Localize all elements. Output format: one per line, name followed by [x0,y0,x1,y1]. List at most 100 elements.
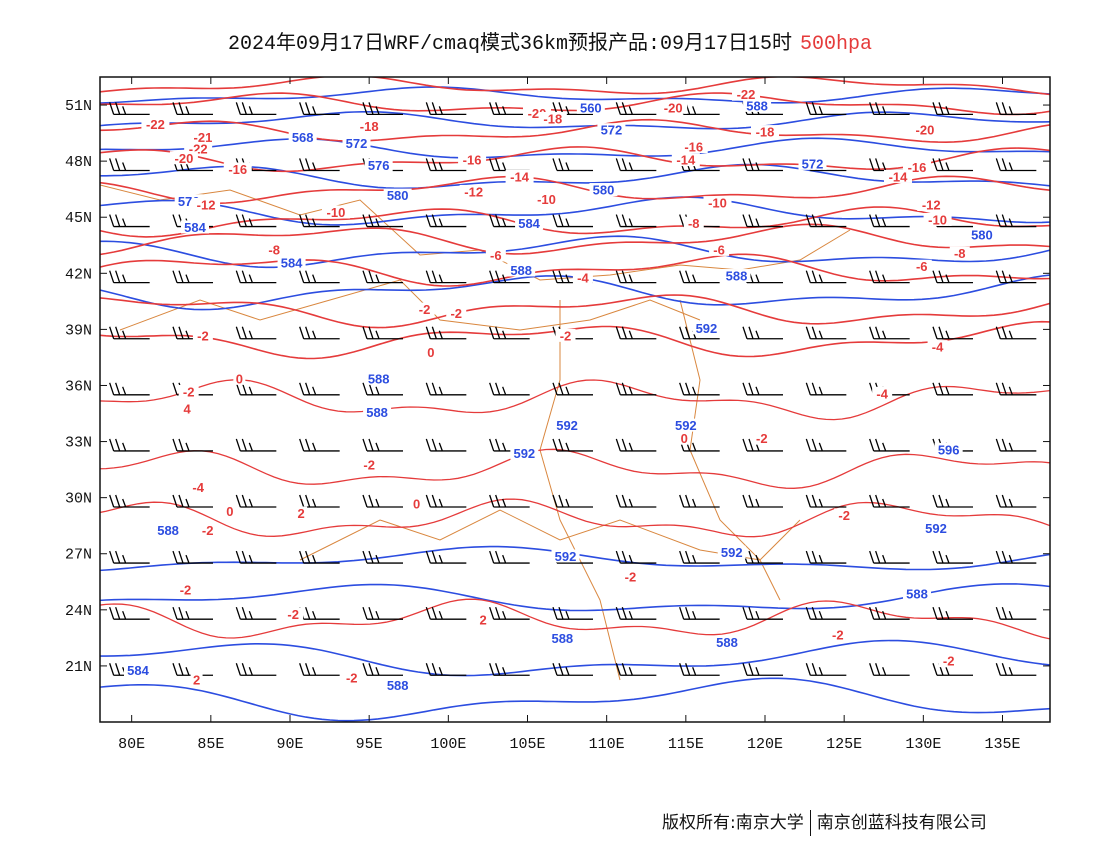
height-label: 580 [971,227,993,242]
wind-barb [742,158,783,172]
wind-barb [109,550,150,564]
wind-barb [362,102,403,116]
temperature-label: -2 [560,328,572,343]
temperature-label: -21 [194,130,213,145]
wind-barb [995,158,1037,172]
temperature-label: -2 [287,607,299,622]
temperature-label: -22 [737,87,756,102]
temperature-label: -2 [625,570,637,585]
temperature-label-bg [181,401,194,415]
lat-tick-label: 24N [65,603,92,620]
wind-barbs [109,102,1037,676]
temperature-label: -12 [464,184,483,199]
wind-barb [489,102,530,116]
temperature-label: -2 [832,628,844,643]
temperature-label-bg [505,169,534,183]
lon-tick-label: 100E [430,736,466,753]
title-main: 2024年09月17日WRF/cmaq模式36km预报产品:09月17日15时 [227,33,793,56]
wind-barb [109,438,150,452]
lon-tick-label: 115E [668,736,704,753]
wind-barb [425,326,467,340]
height-label: 588 [510,263,532,278]
wind-barb [489,326,530,340]
wind-barb [172,606,213,620]
wind-barb [362,382,403,396]
wind-barb [425,158,467,172]
height-label-bg [383,188,412,202]
temperature-label-bg [949,246,970,260]
wind-barb [299,550,340,564]
height-label-bg [722,269,751,283]
temperature-label-bg [923,212,952,226]
lat-tick-label: 42N [65,266,92,283]
height-label-bg [903,586,931,600]
temperature-label-bg [175,583,196,597]
wind-barb [425,550,467,564]
wind-barb [995,214,1037,228]
height-label: 588 [387,678,409,693]
height-label: 572 [346,136,368,151]
height-label-bg [922,521,950,535]
temperature-label: -20 [664,100,683,115]
height-contour-line [100,86,1050,104]
temperature-label: -4 [577,270,589,285]
temperature-label: 0 [427,345,434,360]
wind-barb [742,382,783,396]
height-label: 588 [746,98,768,113]
wind-barb [805,214,847,228]
temperature-label: -2 [183,384,195,399]
lat-tick-label: 48N [65,154,92,171]
wind-barb [742,326,783,340]
wind-barb [172,270,213,284]
temperature-contour-line [100,294,1050,329]
height-label: 588 [368,371,390,386]
temperature-label: -2 [202,523,214,538]
temperature-label-bg [910,123,939,137]
wind-barb [235,494,277,508]
height-label-bg [967,227,996,241]
wind-barb [869,494,910,508]
height-label-bg [713,635,741,649]
temperature-label-bg [410,497,423,511]
temperature-label-bg [679,140,708,154]
temperature-label: -12 [922,198,941,213]
boundary-line [679,299,781,601]
temperature-label-bg [884,169,912,183]
wind-barb [425,663,467,676]
temperature-label: -2 [197,328,209,343]
temperature-label: -6 [916,259,928,274]
height-label: 592 [925,521,947,536]
height-label-bg [934,442,963,456]
temperature-label-bg [683,216,704,230]
lat-tick-label: 33N [65,435,92,452]
temperature-contour-line [100,175,1050,205]
height-label: 584 [127,663,149,678]
lat-tick-label: 51N [65,98,92,115]
wind-barb [932,606,973,620]
wind-barb [425,102,467,116]
wind-barb [299,663,340,676]
wind-barb [552,438,593,452]
wind-barb [932,550,973,564]
temperature-label: -20 [916,123,935,138]
temperature-label: -14 [889,169,909,184]
wind-barb [425,382,467,396]
wind-barb [805,270,847,284]
temperature-label: -2 [419,302,431,317]
title-level: 500hpa [800,33,873,56]
temperature-label: -8 [688,216,700,231]
wind-barb [172,438,213,452]
temperature-label: 0 [681,431,688,446]
lon-tick-label: 135E [984,736,1020,753]
height-label-bg [277,255,306,269]
height-label-bg [510,446,539,460]
wind-barb [805,326,847,340]
height-label-bg [124,663,152,677]
wind-barb [109,102,150,116]
wind-barb [489,270,530,284]
wind-barb [742,606,783,620]
wind-barb [299,326,340,340]
wind-barb [932,494,973,508]
wind-barb [552,606,593,620]
